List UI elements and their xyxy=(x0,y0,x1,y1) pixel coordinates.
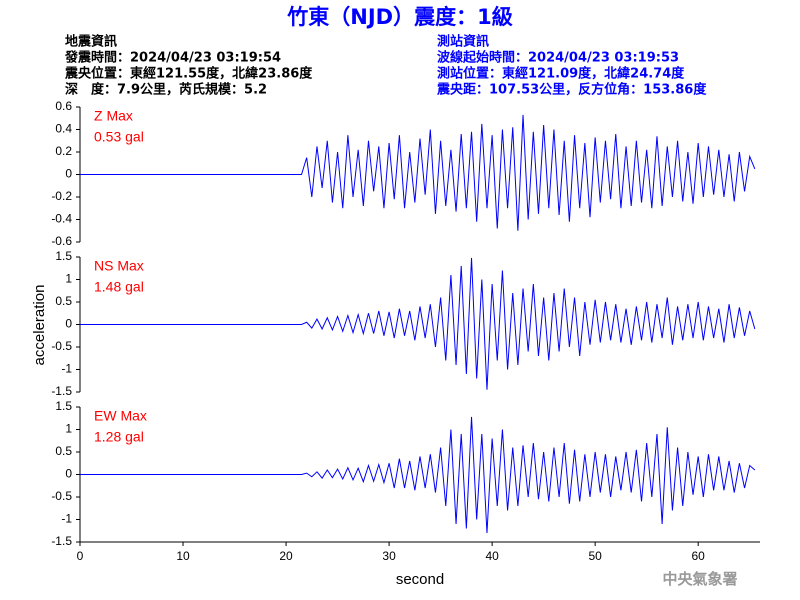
station-info-left: 地震資訊 xyxy=(65,34,117,50)
station-info-right: 測站資訊 xyxy=(437,34,489,50)
y-tick-label: 0.4 xyxy=(55,122,72,136)
x-tick-label: 40 xyxy=(485,549,499,563)
peak-label: 1.48 gal xyxy=(94,279,144,295)
y-tick-label: 1.5 xyxy=(55,399,72,413)
y-tick-label: -1.5 xyxy=(51,384,72,398)
y-tick-label: -1 xyxy=(61,512,72,526)
y-tick-label: 0.6 xyxy=(55,99,72,113)
waveform xyxy=(80,416,756,534)
x-tick-label: 60 xyxy=(692,549,706,563)
y-tick-label: 0.5 xyxy=(55,294,72,308)
waveform xyxy=(80,114,756,231)
station-info-left: 深 度：7.9公里，芮氏規模：5.2 xyxy=(65,82,267,98)
x-tick-label: 10 xyxy=(176,549,190,563)
y-tick-label: -0.5 xyxy=(51,339,72,353)
panel-label: Z Max xyxy=(94,108,133,124)
station-info-left: 發震時間：2024/04/23 03:19:54 xyxy=(64,50,281,66)
station-info-right: 測站位置：東經121.09度，北緯24.74度 xyxy=(437,66,685,82)
y-tick-label: 1.5 xyxy=(55,249,72,263)
peak-label: 1.28 gal xyxy=(94,429,144,445)
y-tick-label: -0.2 xyxy=(51,189,72,203)
x-tick-label: 0 xyxy=(77,549,84,563)
waveform xyxy=(80,257,756,390)
y-tick-label: 0 xyxy=(65,317,72,331)
footer: 中央氣象署 xyxy=(662,570,737,588)
y-tick-label: -0.4 xyxy=(51,212,72,226)
x-axis-label: second xyxy=(396,571,444,588)
y-tick-label: 1 xyxy=(65,272,72,286)
y-tick-label: -1.5 xyxy=(51,534,72,548)
y-tick-label: -0.6 xyxy=(51,234,72,248)
station-info-left: 震央位置：東經121.55度，北緯23.86度 xyxy=(64,66,313,82)
panel-label: EW Max xyxy=(94,408,147,424)
y-tick-label: 0.5 xyxy=(55,444,72,458)
peak-label: 0.53 gal xyxy=(94,129,144,145)
y-axis-label: acceleration xyxy=(31,285,48,366)
x-tick-label: 50 xyxy=(588,549,602,563)
y-tick-label: -1 xyxy=(61,362,72,376)
y-tick-label: 1 xyxy=(65,422,72,436)
x-tick-label: 20 xyxy=(279,549,293,563)
y-tick-label: 0.2 xyxy=(55,144,72,158)
y-tick-label: 0 xyxy=(65,467,72,481)
station-info-right: 震央距：107.53公里，反方位角：153.86度 xyxy=(436,82,707,98)
y-tick-label: 0 xyxy=(65,167,72,181)
panel-label: NS Max xyxy=(94,258,144,274)
x-tick-label: 30 xyxy=(382,549,396,563)
station-info-right: 波線起始時間：2024/04/23 03:19:53 xyxy=(437,50,679,66)
y-tick-label: -0.5 xyxy=(51,489,72,503)
title: 竹東（NJD）震度：1級 xyxy=(286,5,512,29)
